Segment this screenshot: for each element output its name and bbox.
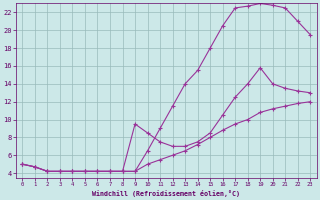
X-axis label: Windchill (Refroidissement éolien,°C): Windchill (Refroidissement éolien,°C)	[92, 190, 240, 197]
